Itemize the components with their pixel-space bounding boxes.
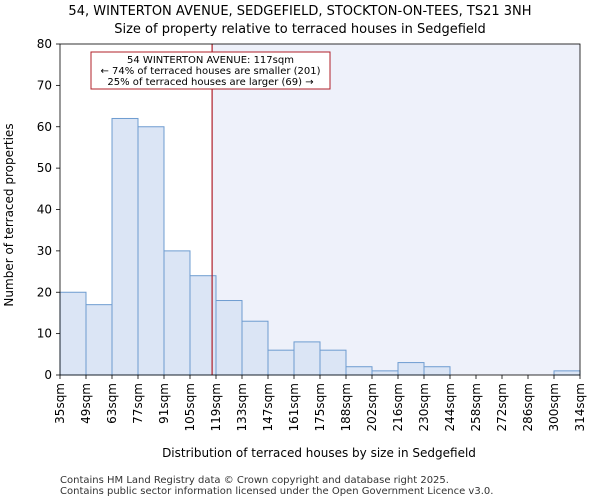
y-tick-label: 30	[37, 244, 52, 258]
x-tick-label: 63sqm	[105, 383, 119, 424]
bar-216sqm	[397, 362, 425, 376]
x-tick-label: 77sqm	[131, 383, 145, 424]
bar-175sqm	[319, 349, 347, 376]
y-tick-label: 80	[37, 37, 52, 51]
bar-230sqm	[423, 366, 451, 376]
y-tick-label: 50	[37, 161, 52, 175]
bar-202sqm	[371, 370, 399, 376]
footer-line-1: Contains HM Land Registry data © Crown c…	[60, 475, 449, 486]
annotation-line-2: ← 74% of terraced houses are smaller (20…	[100, 66, 320, 77]
x-tick-label: 188sqm	[339, 383, 353, 431]
y-tick-label: 70	[37, 78, 52, 92]
annotation-box: 54 WINTERTON AVENUE: 117sqm ← 74% of ter…	[90, 51, 331, 90]
bars-group	[59, 117, 581, 376]
x-tick-label: 161sqm	[287, 383, 301, 431]
bar-161sqm	[293, 341, 321, 376]
annotation-line-1: 54 WINTERTON AVENUE: 117sqm	[127, 55, 294, 66]
x-tick-label: 216sqm	[391, 383, 405, 431]
x-tick-label: 272sqm	[495, 383, 509, 431]
x-tick-label: 258sqm	[469, 383, 483, 431]
bar-63sqm	[111, 117, 139, 376]
annotation-line-3: 25% of terraced houses are larger (69) →	[107, 77, 313, 88]
footer-line-2: Contains public sector information licen…	[60, 486, 493, 497]
bar-77sqm	[137, 126, 165, 376]
x-tick-label: 244sqm	[443, 383, 457, 431]
bar-49sqm	[85, 304, 113, 376]
x-tick-label: 300sqm	[547, 383, 561, 431]
x-tick-label: 91sqm	[157, 383, 171, 424]
bar-147sqm	[267, 349, 295, 376]
chart-subtitle: Size of property relative to terraced ho…	[114, 22, 486, 37]
annotation-border	[90, 51, 331, 90]
y-tick-label: 40	[37, 203, 52, 217]
x-axis-label: Distribution of terraced houses by size …	[162, 446, 476, 460]
x-tick-label: 119sqm	[209, 383, 223, 431]
chart-title: 54, WINTERTON AVENUE, SEDGEFIELD, STOCKT…	[68, 4, 531, 19]
x-tick-label: 105sqm	[183, 383, 197, 431]
y-tick-label: 0	[44, 368, 52, 382]
y-tick-label: 60	[37, 120, 52, 134]
y-tick-label: 20	[37, 285, 52, 299]
y-axis-label: Number of terraced properties	[2, 123, 16, 306]
x-tick-label: 230sqm	[417, 383, 431, 431]
x-tick-label: 133sqm	[235, 383, 249, 431]
bar-300sqm	[553, 370, 581, 376]
bar-133sqm	[241, 320, 269, 376]
highlight-region	[212, 44, 580, 375]
bar-91sqm	[163, 250, 191, 376]
x-tick-label: 175sqm	[313, 383, 327, 431]
x-tick-label: 35sqm	[53, 383, 67, 424]
bar-188sqm	[345, 366, 373, 376]
x-tick-label: 314sqm	[573, 383, 587, 431]
x-tick-label: 147sqm	[261, 383, 275, 431]
x-tick-label: 286sqm	[521, 383, 535, 431]
bar-35sqm	[59, 291, 87, 376]
x-ticks-group: 35sqm 49sqm 63sqm 77sqm 91sqm 105sqm 119sqm 133…	[53, 375, 587, 431]
x-tick-label: 202sqm	[365, 383, 379, 431]
bar-119sqm	[215, 300, 243, 376]
y-tick-label: 10	[37, 327, 52, 341]
x-tick-label: 49sqm	[79, 383, 93, 424]
y-ticks-group: 0 10 20 30 40 50 60 70 80	[37, 37, 60, 382]
